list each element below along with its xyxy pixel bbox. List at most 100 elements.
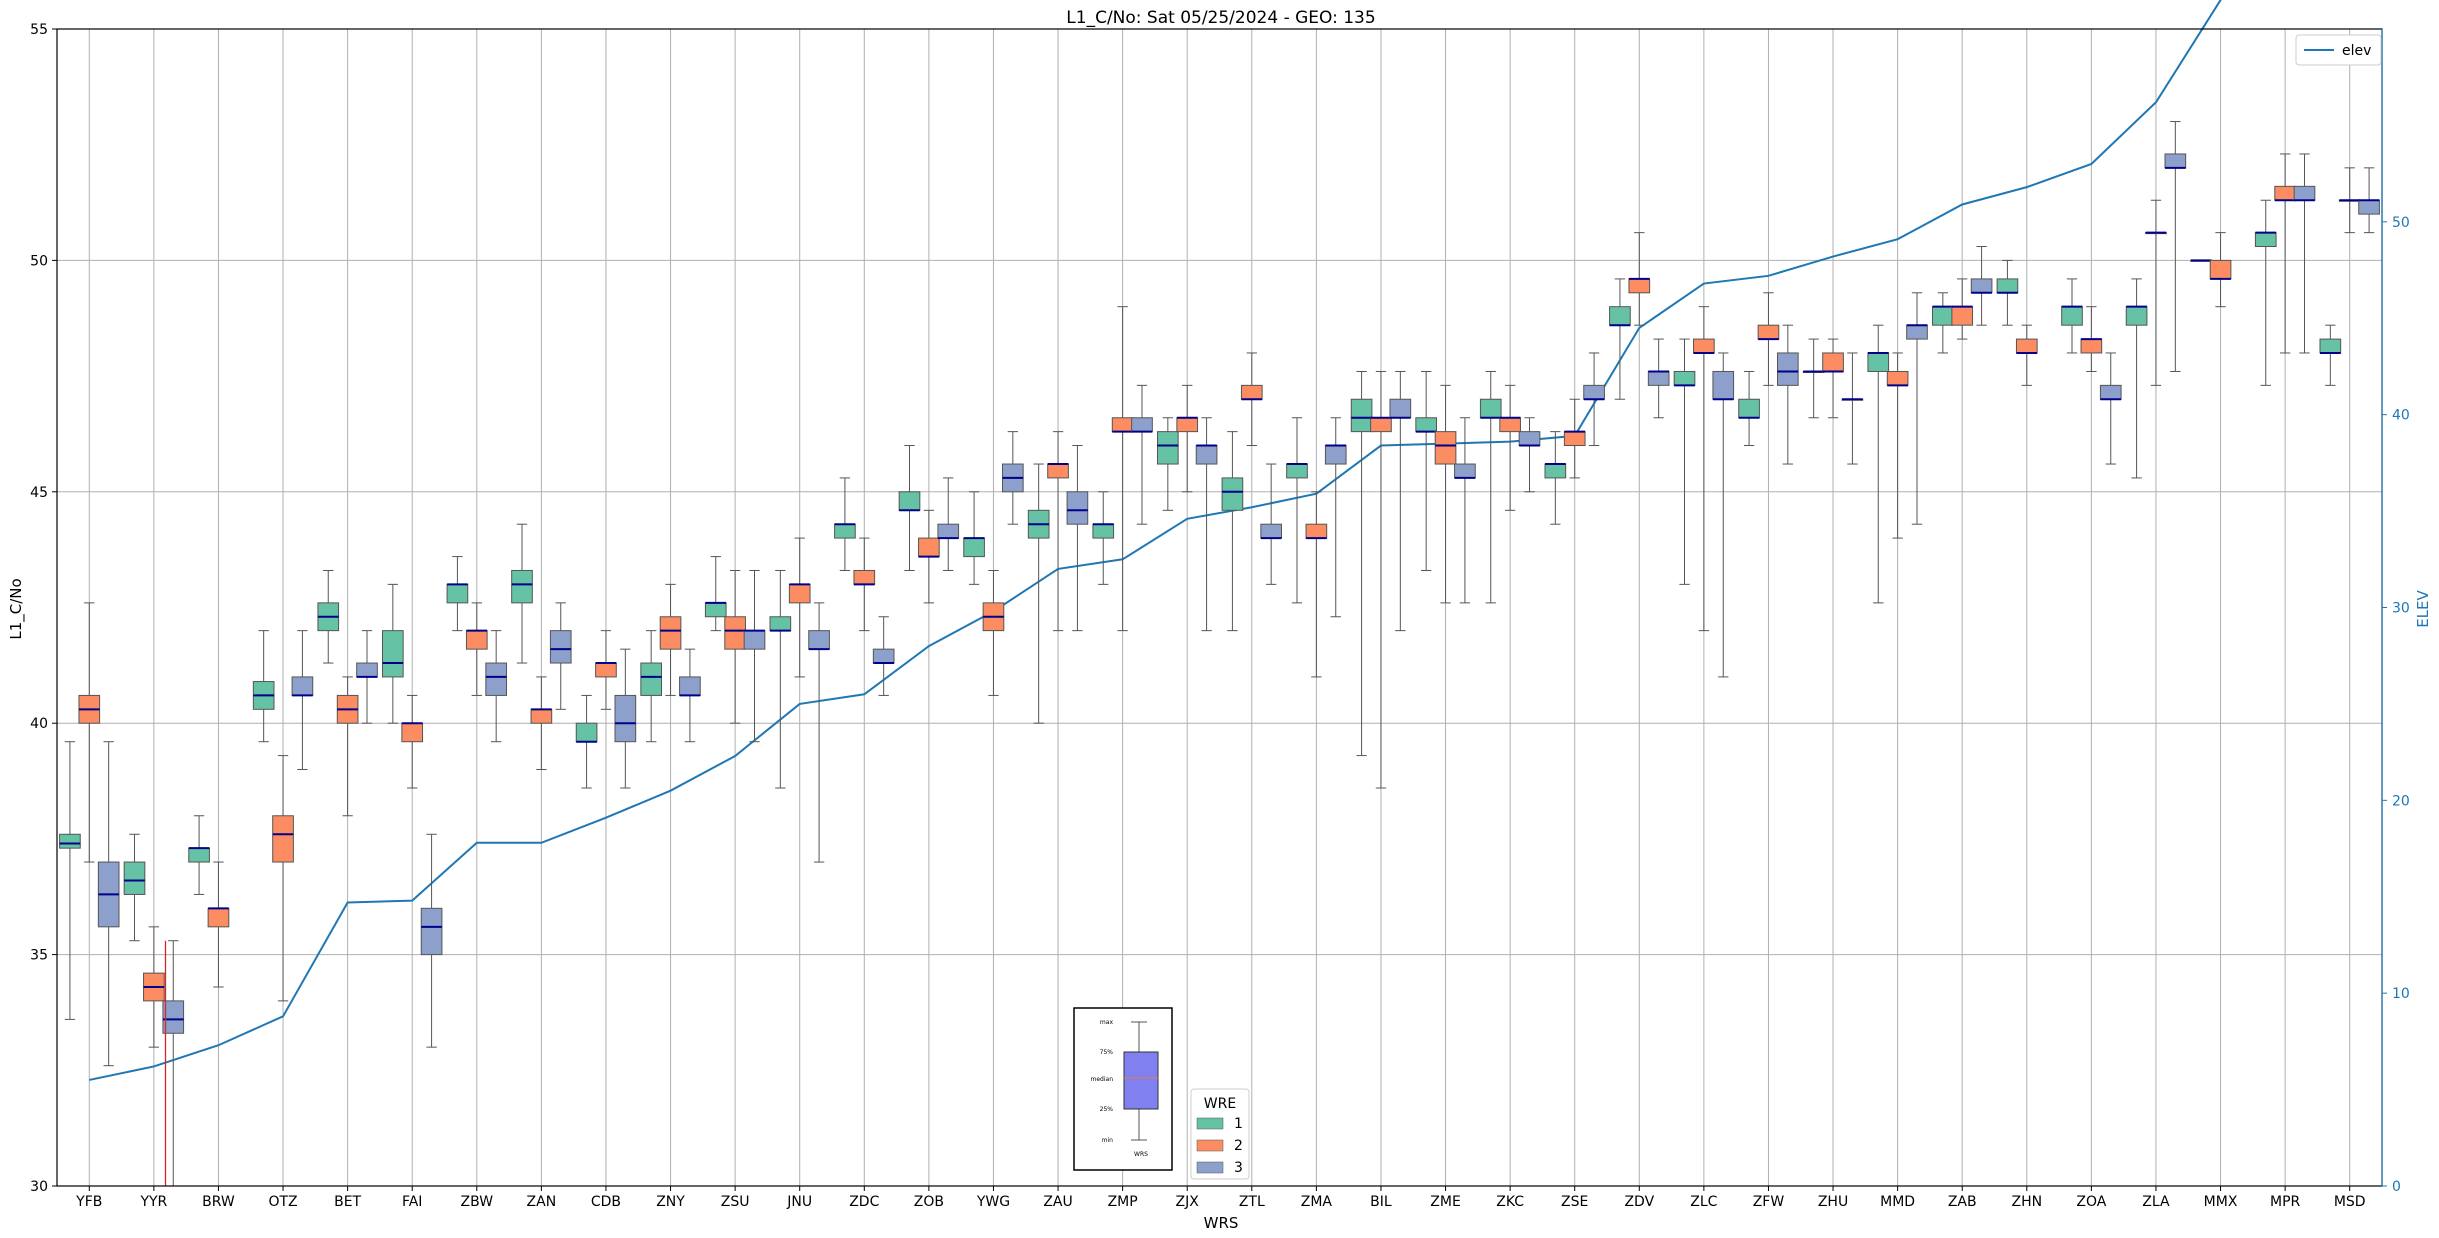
x-tick-label: ZAB xyxy=(1948,1194,1977,1210)
x-tick-label: ZJX xyxy=(1176,1194,1200,1210)
box-zfw-wre3 xyxy=(1777,324,1799,465)
box-zny-wre3 xyxy=(679,648,701,743)
box-ztl-wre1 xyxy=(1221,431,1244,632)
box-zob-wre3 xyxy=(937,477,960,571)
x-tick-label: ZHU xyxy=(1818,1194,1848,1210)
wre-legend-1: 1 xyxy=(1234,1116,1243,1132)
box-zsu-wre3 xyxy=(743,569,766,743)
x-tick-label: MMD xyxy=(1880,1194,1915,1210)
y2-tick-label: 50 xyxy=(2392,215,2410,231)
key-median: median xyxy=(1091,1076,1114,1083)
box-body xyxy=(1131,417,1153,433)
box-zfw-wre2 xyxy=(1757,292,1780,386)
y-tick-label: 45 xyxy=(30,485,48,501)
box-body xyxy=(853,569,876,585)
y-tick-label: 30 xyxy=(30,1179,48,1195)
box-bil-wre3 xyxy=(1389,370,1412,632)
box-ywg-wre2 xyxy=(982,569,1005,696)
box-body xyxy=(123,861,146,895)
x-tick-label: MSD xyxy=(2334,1194,2366,1210)
box-zau-wre1 xyxy=(1027,463,1050,724)
box-body xyxy=(1240,384,1263,400)
x-tick-label: ZFW xyxy=(1753,1194,1785,1210)
box-yyr-wre2 xyxy=(143,926,165,1048)
box-otz-wre1 xyxy=(252,630,275,743)
box-zsu-wre2 xyxy=(724,569,746,724)
box-mmx-wre2 xyxy=(2209,232,2232,308)
box-zlc-wre2 xyxy=(1693,306,1715,632)
box-body xyxy=(1324,445,1347,465)
box-body xyxy=(1176,417,1199,433)
box-body xyxy=(963,537,985,558)
x-tick-label: ZBW xyxy=(461,1194,494,1210)
box-zbw-wre2 xyxy=(465,602,488,696)
box-zdv-wre1 xyxy=(1609,278,1631,400)
box-body xyxy=(1260,523,1283,539)
x-tick-label: ZME xyxy=(1430,1194,1461,1210)
box-zny-wre1 xyxy=(640,630,662,743)
box-body xyxy=(1350,398,1373,433)
box-zhu-wre2 xyxy=(1822,338,1844,419)
box-msd-wre2 xyxy=(2338,167,2361,234)
box-body xyxy=(1157,431,1179,465)
box-bet-wre3 xyxy=(356,630,378,724)
box-body xyxy=(1609,306,1631,326)
box-body xyxy=(530,708,553,724)
box-body xyxy=(1970,278,1993,294)
x-tick-label: YWG xyxy=(976,1194,1010,1210)
x-tick-label: ZHN xyxy=(2011,1194,2042,1210)
box-zdc-wre2 xyxy=(853,537,876,632)
box-yyr-wre3 xyxy=(162,940,185,1187)
box-body xyxy=(1628,278,1651,294)
x-tick-label: ZOB xyxy=(914,1194,944,1210)
box-mpr-wre2 xyxy=(2274,153,2296,354)
elev-line xyxy=(89,0,2222,1081)
box-body xyxy=(549,630,572,664)
x-tick-label: ZLA xyxy=(2142,1194,2170,1210)
box-body xyxy=(1066,491,1089,525)
box-body xyxy=(640,662,662,696)
box-zau-wre2 xyxy=(1047,431,1069,632)
box-zla-wre2 xyxy=(2145,199,2167,386)
box-bil-wre1 xyxy=(1350,370,1373,757)
box-zme-wre3 xyxy=(1454,417,1476,604)
x-tick-label: CDB xyxy=(591,1194,621,1210)
box-body xyxy=(1092,523,1115,539)
box-series xyxy=(59,121,2380,1187)
x-tick-label: ZAN xyxy=(527,1194,557,1210)
box-body xyxy=(356,662,378,678)
y-axis-label: L1_C/No xyxy=(7,578,26,639)
box-mpr-wre1 xyxy=(2254,199,2277,386)
x-tick-label: BET xyxy=(334,1194,361,1210)
key-max: max xyxy=(1100,1019,1114,1026)
x-tick-label: JNU xyxy=(786,1194,812,1210)
box-fai-wre1 xyxy=(382,583,404,724)
box-body xyxy=(272,815,294,863)
y-tick-label: 35 xyxy=(30,948,48,964)
box-body xyxy=(2015,338,2038,354)
box-body xyxy=(1305,523,1328,539)
plot-frame xyxy=(56,28,2383,1187)
box-body xyxy=(937,523,960,539)
box-body xyxy=(1111,417,1134,433)
box-jnu-wre3 xyxy=(808,602,830,863)
box-zfw-wre1 xyxy=(1738,370,1760,447)
key-xlabel: WRS xyxy=(1134,1151,1148,1158)
box-body xyxy=(2209,259,2232,280)
box-body xyxy=(2080,338,2103,354)
y2-tick-label: 30 xyxy=(2392,601,2410,617)
box-body xyxy=(1777,352,1799,386)
box-body xyxy=(420,907,443,956)
box-jnu-wre2 xyxy=(788,537,811,678)
elev-legend: elev xyxy=(2295,34,2382,66)
wre-legend-2: 2 xyxy=(1234,1138,1243,1154)
box-otz-wre3 xyxy=(291,630,314,770)
box-zdc-wre3 xyxy=(872,616,895,696)
box-ztl-wre3 xyxy=(1260,463,1283,585)
x-tick-label: ZKC xyxy=(1496,1194,1524,1210)
y-tick-label: 55 xyxy=(30,22,48,38)
box-zma-wre1 xyxy=(1286,417,1308,604)
key-q3: 75% xyxy=(1100,1049,1114,1056)
box-zbw-wre1 xyxy=(446,556,469,632)
